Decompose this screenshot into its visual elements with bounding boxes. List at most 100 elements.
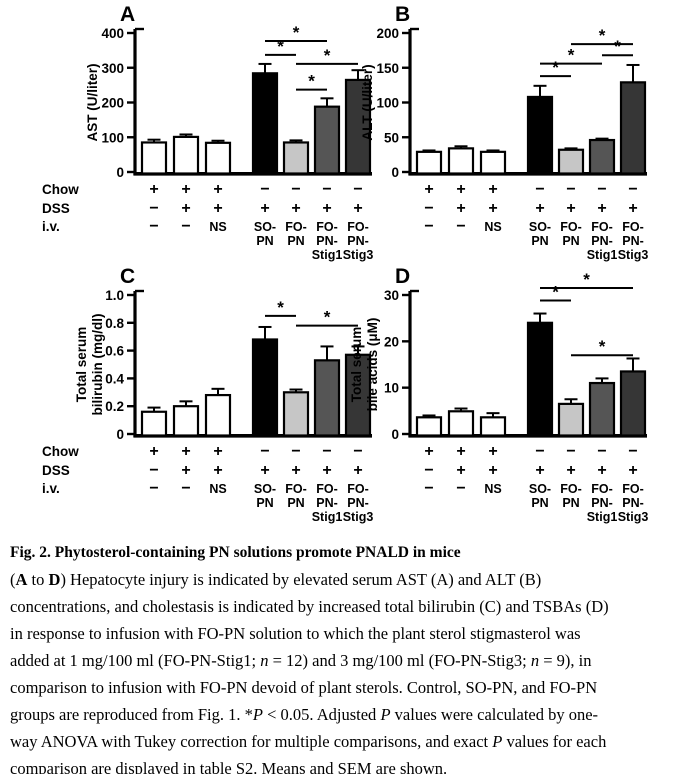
row-label: Chow (42, 444, 79, 459)
bar (415, 416, 443, 437)
y-axis-label: Total serum (74, 327, 89, 403)
iv-group-label: NS (484, 482, 501, 496)
significance-star: * (599, 26, 606, 45)
dss-symbol: + (353, 462, 362, 479)
iv-group-label: FO- (285, 220, 307, 234)
y-tick-label: 0.8 (105, 316, 124, 331)
figure-caption: Fig. 2. Phytosterol-containing PN soluti… (10, 543, 698, 774)
iv-group-label: Stig3 (618, 248, 649, 262)
y-axis-label: bile acids (μM) (365, 318, 380, 412)
chow-symbol: + (213, 181, 222, 198)
y-tick-label: 0 (116, 427, 124, 442)
iv-group-label: Stig3 (618, 510, 649, 524)
chow-symbol: − (353, 443, 362, 460)
chow-symbol: − (628, 443, 637, 460)
dss-symbol: + (597, 200, 606, 217)
bar (479, 416, 507, 437)
bar (415, 150, 443, 175)
significance-star: * (277, 298, 284, 317)
chow-symbol: + (149, 443, 158, 460)
bar (282, 391, 310, 437)
row-label: DSS (42, 463, 70, 478)
panel-label: B (395, 3, 410, 26)
dss-symbol: − (149, 200, 158, 217)
iv-group-label: Stig1 (587, 510, 618, 524)
iv-group-label: PN (562, 496, 579, 510)
chow-symbol: − (291, 181, 300, 198)
bar (313, 105, 341, 175)
dss-symbol: + (488, 200, 497, 217)
caption-body: (A to D) Hepatocyte injury is indicated … (10, 566, 698, 774)
panel-label: D (395, 265, 410, 288)
chow-symbol: − (322, 181, 331, 198)
bar (140, 410, 168, 437)
bar (251, 72, 279, 175)
panel-a-chart: A 0 100 200 300 400 AST (U/liter) * * * * Chow DSS i.… (42, 3, 373, 262)
dss-symbol: + (597, 462, 606, 479)
bar (447, 410, 475, 437)
bar (282, 141, 310, 175)
dss-symbol: + (322, 462, 331, 479)
iv-group-label: − (456, 218, 465, 235)
iv-group-label: − (424, 218, 433, 235)
chow-symbol: − (566, 181, 575, 198)
dss-symbol: − (424, 200, 433, 217)
dss-symbol: + (260, 462, 269, 479)
y-tick-label: 20 (384, 334, 399, 349)
significance-star: * (324, 46, 331, 65)
y-tick-label: 10 (384, 381, 399, 396)
dss-symbol: + (291, 200, 300, 217)
chow-symbol: + (181, 181, 190, 198)
panel-d-chart: D 0 10 20 30 Total serum bile acids (μM) * * * + + +… (349, 265, 649, 524)
caption-line: (A to D) Hepatocyte injury is indicated … (10, 570, 542, 589)
iv-group-label: PN (256, 496, 273, 510)
iv-group-label: PN- (316, 496, 338, 510)
bar (557, 402, 585, 437)
iv-group-label: FO- (347, 482, 369, 496)
bar (172, 405, 200, 437)
iv-group-label: − (149, 218, 158, 235)
bar (313, 359, 341, 437)
chow-symbol: − (628, 181, 637, 198)
iv-group-label: NS (209, 482, 226, 496)
row-label: Chow (42, 182, 79, 197)
iv-group-label: PN (287, 496, 304, 510)
y-axis-label: Total serum (349, 327, 364, 403)
iv-group-label: PN- (591, 234, 613, 248)
dss-symbol: + (456, 462, 465, 479)
chow-symbol: − (260, 181, 269, 198)
caption-title: Fig. 2. Phytosterol-containing PN soluti… (10, 544, 461, 561)
significance-star: * (324, 308, 331, 327)
bar (172, 135, 200, 175)
iv-group-label: PN (531, 234, 548, 248)
iv-group-label: − (181, 480, 190, 497)
dss-symbol: + (322, 200, 331, 217)
iv-group-label: SO- (254, 482, 276, 496)
chow-symbol: − (597, 181, 606, 198)
iv-group-label: PN (562, 234, 579, 248)
iv-group-label: FO- (285, 482, 307, 496)
dss-symbol: + (353, 200, 362, 217)
dss-symbol: − (149, 462, 158, 479)
chow-symbol: − (291, 443, 300, 460)
iv-group-label: SO- (529, 220, 551, 234)
y-tick-label: 400 (101, 26, 124, 41)
bar (619, 81, 647, 175)
iv-group-label: PN- (347, 234, 369, 248)
y-tick-label: 200 (376, 26, 399, 41)
chow-symbol: − (566, 443, 575, 460)
caption-line: concentrations, and cholestasis is indic… (10, 597, 609, 616)
row-label: DSS (42, 201, 70, 216)
chow-symbol: − (597, 443, 606, 460)
y-tick-label: 0 (116, 165, 124, 180)
iv-group-label: FO- (560, 220, 582, 234)
chow-symbol: + (456, 443, 465, 460)
iv-group-label: SO- (529, 482, 551, 496)
iv-group-label: PN (287, 234, 304, 248)
iv-group-label: FO- (622, 482, 644, 496)
caption-line: groups are reproduced from Fig. 1. *P < … (10, 705, 599, 724)
caption-line: added at 1 mg/100 ml (FO-PN-Stig1; n = 1… (10, 651, 592, 670)
iv-group-label: PN (531, 496, 548, 510)
